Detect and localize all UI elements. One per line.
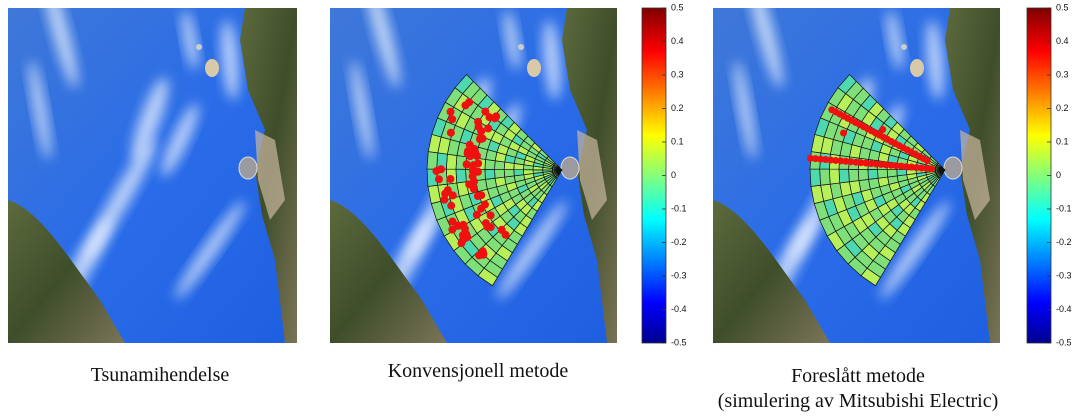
fan-cell [849, 169, 859, 181]
measure-point [435, 175, 443, 183]
measure-point [807, 155, 814, 162]
fan-cell [887, 170, 897, 177]
measure-point [459, 236, 467, 244]
fan-cell [868, 169, 878, 179]
colorbar-tick-label: -0.3 [671, 270, 687, 280]
fan-cell [897, 170, 907, 176]
measure-point [476, 134, 484, 142]
measure-point [477, 191, 485, 199]
measure-point [461, 225, 469, 233]
caption: Tsunamihendelse [91, 364, 230, 386]
colorbar-tick-label: 0.4 [1056, 36, 1069, 46]
colorbar-tick-label: -0.5 [1056, 337, 1072, 347]
fan-cell [878, 169, 888, 178]
fan-cell [858, 169, 868, 180]
measure-point [470, 177, 478, 185]
measure-point [491, 114, 499, 122]
measure-point [449, 191, 457, 199]
island [518, 44, 524, 50]
colorbar-tick-label: -0.5 [671, 337, 687, 347]
fan-cell [504, 170, 514, 177]
colorbar-tick-label: -0.1 [1056, 203, 1072, 213]
measure-point [474, 118, 482, 126]
island [196, 44, 202, 50]
fan-cell [810, 169, 821, 186]
fan-cell [456, 169, 466, 183]
measure-point [475, 251, 483, 259]
measure-point [447, 108, 455, 116]
colorbar-tick-label: 0.1 [671, 136, 684, 146]
measure-point [466, 141, 474, 149]
colorbar-tick-label: 0.5 [671, 2, 684, 12]
fan-cell [523, 170, 533, 175]
colorbar-tick-label: 0 [671, 170, 676, 180]
fan-cell [839, 169, 849, 183]
caption: Konvensjonell metode [388, 360, 569, 382]
colorbar-tick-label: 0.2 [671, 103, 684, 113]
colorbar-tick-label: 0.2 [1056, 103, 1069, 113]
fan-cell [495, 169, 505, 178]
radar-site [944, 157, 962, 179]
radar-site [561, 157, 579, 179]
measure-point [432, 167, 440, 175]
measure-point [483, 223, 491, 231]
fan-cell [485, 159, 495, 169]
measure-point [461, 101, 469, 109]
caption: (simulering av Mitsubishi Electric) [718, 390, 999, 412]
fan-cell [829, 169, 839, 184]
colorbar-tick-label: -0.4 [671, 304, 687, 314]
colorbar-tick-label: 0.3 [671, 69, 684, 79]
measure-point [448, 217, 456, 225]
colorbar-tick-label: -0.2 [1056, 237, 1072, 247]
measure-point [879, 126, 886, 133]
fan-cell [446, 154, 457, 169]
measure-point [487, 211, 495, 219]
caption: Foreslått metode [791, 365, 925, 387]
measure-point [440, 196, 448, 204]
colorbar-tick-label: 0.1 [1056, 136, 1069, 146]
simulation-image [8, 0, 297, 343]
island [527, 59, 541, 77]
measure-point [828, 106, 835, 113]
measure-point [474, 159, 482, 167]
measure-point [446, 175, 454, 183]
colorbar-tick-label: 0 [1056, 170, 1061, 180]
colorbar-tick-label: -0.1 [671, 203, 687, 213]
fan-cell [820, 169, 831, 185]
measure-point [502, 231, 510, 239]
colorbar-tick-label: -0.4 [1056, 304, 1072, 314]
colorbar-tick-label: -0.3 [1056, 270, 1072, 280]
radar-site [239, 157, 257, 179]
measure-point [840, 130, 847, 137]
simulation-image [330, 0, 619, 343]
colorbar-tick-label: 0.5 [1056, 2, 1069, 12]
measure-point [481, 200, 489, 208]
measure-point [469, 167, 477, 175]
measure-point [448, 226, 456, 234]
measure-point [463, 161, 471, 169]
colorbar-tick-label: 0.4 [671, 36, 684, 46]
island [910, 59, 924, 77]
fan-cell [427, 152, 438, 170]
fan-cell [514, 170, 524, 176]
measure-point [484, 124, 492, 132]
measure-point [447, 129, 455, 137]
measure-point [473, 152, 481, 160]
island [901, 44, 907, 50]
island [205, 59, 219, 77]
measure-point [448, 115, 456, 123]
figure: Tsunamihendelse Konvensjonell metode For… [0, 0, 1081, 418]
colorbar-tick-label: -0.2 [671, 237, 687, 247]
colorbar-tick-label: 0.3 [1056, 69, 1069, 79]
fan-cell [485, 169, 495, 179]
simulation-image [713, 0, 1002, 343]
measure-point [447, 202, 455, 210]
